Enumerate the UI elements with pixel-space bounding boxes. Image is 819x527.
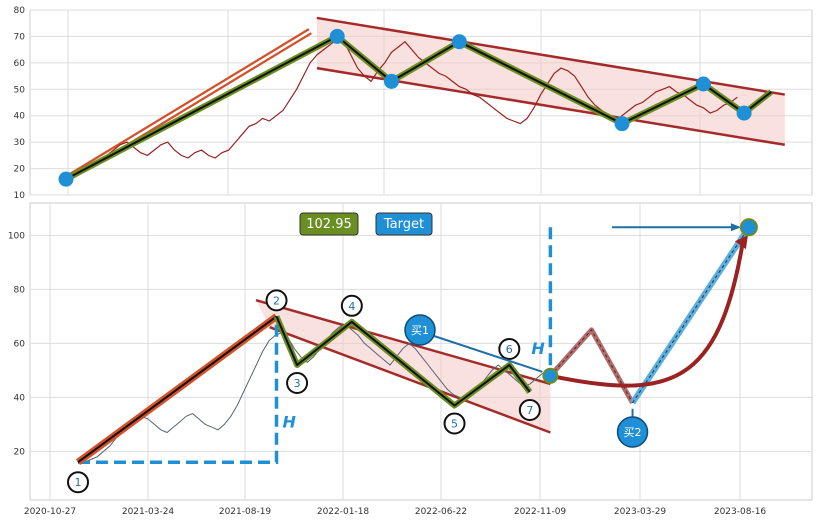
y-tick-label: 50 [14,85,26,95]
bottom-panel: 2020-10-27 2021-03-24 2021-08-19 2022-01-18… [8,202,813,517]
value-badge-text: 102.95 [306,217,352,232]
y-tick-label: 10 [14,191,26,201]
x-tick-label: 2022-01-18 [317,507,370,517]
value-badge [299,212,359,236]
pivot-dot [383,73,399,89]
pattern-point-marker [286,372,309,394]
zigzag-inner [65,35,772,180]
y-tick-label: 30 [14,138,26,148]
pattern-point-label: 7 [526,404,533,417]
buy1-label: 买1 [411,324,429,337]
price-line [65,38,738,180]
y-tick-label: 80 [14,285,26,295]
buy1-pointer [433,335,543,373]
y-tick-label: 20 [14,447,26,457]
x-tick-label: 2023-03-29 [614,507,667,517]
curve-arrow-head [734,235,748,250]
pattern-point-marker [443,412,466,435]
x-tick-label: 2023-08-16 [714,507,767,517]
buy1-marker [404,314,436,346]
pattern-point-label: 2 [273,294,280,307]
pattern-point-marker [498,338,521,360]
target-badge-text: Target [383,217,424,232]
y-tick-label: 20 [14,165,26,175]
y-tick-label: 80 [14,6,26,16]
pattern-point-marker [265,289,288,312]
height-label-second: H [531,339,545,358]
pivot-dot [329,28,345,44]
buy2-label: 买2 [624,426,642,439]
pattern-point-label: 1 [75,476,82,489]
target-dot [739,218,758,237]
buy2-marker [616,416,649,448]
y-tick-label: 40 [14,393,26,403]
pattern-point-label: 4 [348,300,355,313]
channel-lower-line [269,326,551,434]
pivot-dot [736,105,752,121]
y-tick-label: 60 [14,59,26,69]
impulse-leg-inner [77,315,278,464]
target-badge [375,212,433,236]
top-panel: 10 20 30 40 50 60 70 80 [14,6,813,201]
height-label-first: H [283,412,297,431]
zigzag-inner [275,316,531,407]
x-tick-label: 2022-11-09 [514,507,567,517]
pattern-point-marker [518,399,541,421]
pivot-dot [614,116,630,132]
projection-down-inner [550,329,633,404]
target-line-head [730,223,741,232]
pivot-dot [451,34,467,50]
x-tick-label: 2022-06-22 [415,507,467,517]
y-tick-label: 60 [14,339,26,349]
channel-fill [316,17,785,145]
pattern-point-label: 3 [294,377,301,390]
breakout-dot [542,367,559,384]
height-dashed-first [78,316,279,464]
y-tick-label: 70 [14,32,26,42]
pattern-point-label: 6 [506,343,513,356]
x-tick-label: 2021-03-24 [122,507,175,517]
pattern-point-label: 5 [451,418,458,431]
pivot-dot [695,76,711,92]
pivot-dot [58,171,74,187]
pattern-point-marker [340,294,363,317]
pattern-point-marker [67,471,89,494]
y-tick-label: 100 [8,231,25,241]
x-tick-label: 2021-08-19 [219,507,272,517]
y-tick-label: 40 [14,112,26,122]
curve-arrow [549,240,745,388]
x-tick-label: 2020-10-27 [24,507,76,517]
projection-up-inner [632,227,750,404]
